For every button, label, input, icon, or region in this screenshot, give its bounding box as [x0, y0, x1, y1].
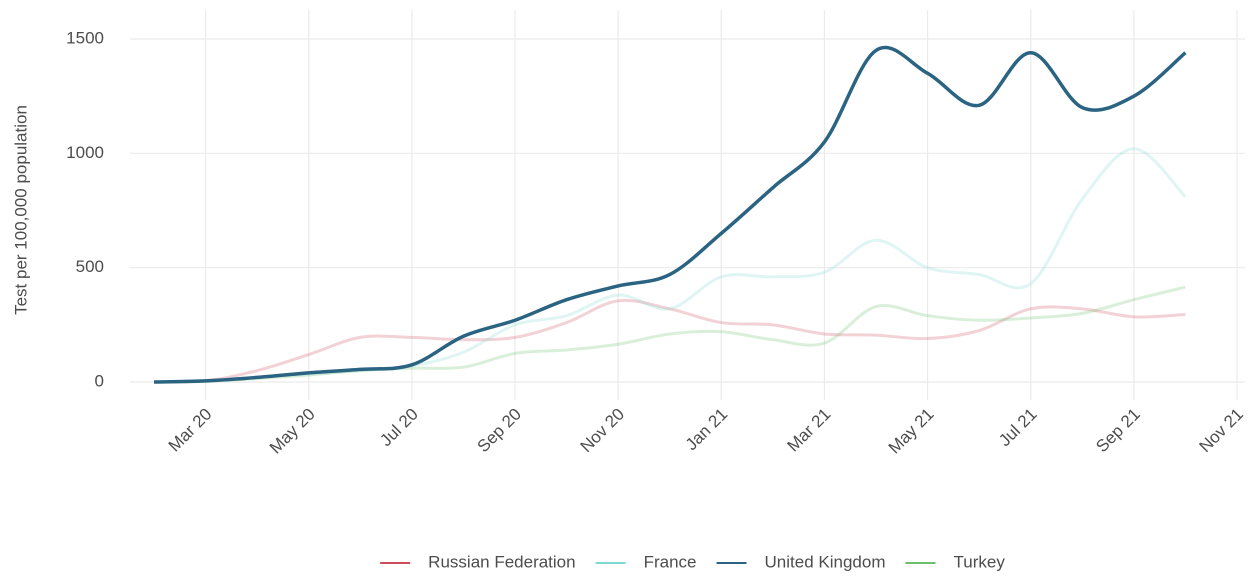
x-tick-label: May 21: [885, 405, 938, 458]
x-tick-label: Sep 21: [1092, 405, 1144, 457]
legend-label: Russian Federation: [428, 552, 575, 571]
x-tick-label: May 20: [266, 405, 319, 458]
y-tick-label: 1500: [66, 28, 104, 47]
x-tick-label: Nov 20: [577, 405, 629, 457]
x-tick-label: Mar 21: [784, 405, 835, 456]
legend: Russian Federation France United Kingdom Tu…: [380, 552, 1005, 571]
y-tick-label: 500: [76, 257, 104, 276]
y-tick-label: 0: [95, 371, 104, 390]
legend-label: Turkey: [953, 552, 1005, 571]
x-tick-label: Jul 21: [995, 405, 1041, 451]
x-tick-label: Nov 21: [1195, 405, 1247, 457]
series-line: [153, 285, 1186, 384]
x-tick-label: Jul 20: [376, 405, 422, 451]
x-tick-label: Sep 20: [473, 405, 525, 457]
legend-label: United Kingdom: [765, 552, 886, 571]
legend-label: France: [644, 552, 697, 571]
x-tick-label: Jan 21: [682, 405, 732, 455]
y-tick-label: 1000: [66, 143, 104, 162]
series-line: [153, 298, 1186, 384]
series-line: [153, 45, 1187, 384]
y-axis-label: Test per 100,000 population: [11, 105, 30, 315]
x-tick-label: Mar 20: [165, 405, 216, 456]
